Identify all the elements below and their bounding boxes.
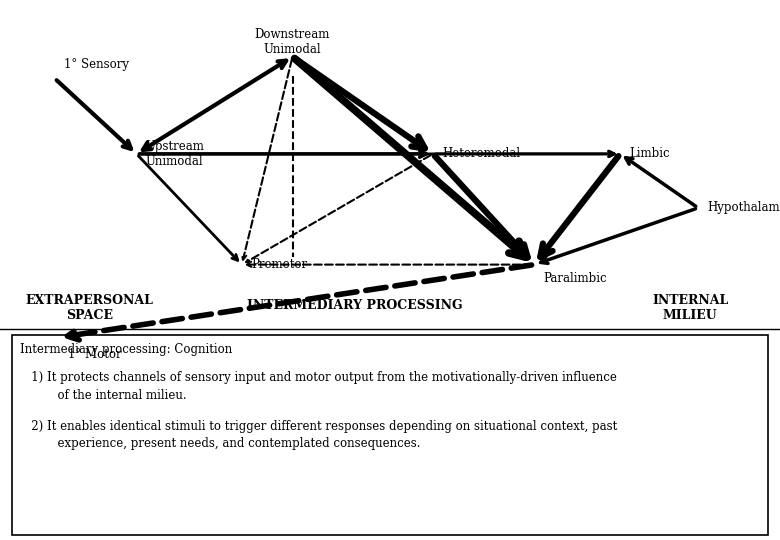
Text: 1° Sensory: 1° Sensory <box>64 58 129 71</box>
Text: experience, present needs, and contemplated consequences.: experience, present needs, and contempla… <box>20 437 420 450</box>
Text: Premotor: Premotor <box>251 258 307 271</box>
Bar <box>12 335 768 535</box>
Text: Downstream
Unimodal: Downstream Unimodal <box>255 28 330 56</box>
Text: 1) It protects channels of sensory input and motor output from the motivationall: 1) It protects channels of sensory input… <box>20 372 616 384</box>
Text: EXTRAPERSONAL
SPACE: EXTRAPERSONAL SPACE <box>26 294 154 322</box>
Text: INTERNAL
MILIEU: INTERNAL MILIEU <box>652 294 729 322</box>
Text: Heteromodal: Heteromodal <box>442 147 520 160</box>
Text: Limbic: Limbic <box>629 147 670 160</box>
Text: Upstream
Unimodal: Upstream Unimodal <box>146 140 204 168</box>
Text: 1° Motor: 1° Motor <box>68 348 122 361</box>
Text: 2) It enables identical stimuli to trigger different responses depending on situ: 2) It enables identical stimuli to trigg… <box>20 420 617 433</box>
Text: Intermediary processing: Cognition: Intermediary processing: Cognition <box>20 343 232 356</box>
Text: Hypothalamus: Hypothalamus <box>707 201 780 214</box>
Text: of the internal milieu.: of the internal milieu. <box>20 389 186 402</box>
Text: Paralimbic: Paralimbic <box>544 272 608 285</box>
Text: INTERMEDIARY PROCESSING: INTERMEDIARY PROCESSING <box>247 299 463 312</box>
